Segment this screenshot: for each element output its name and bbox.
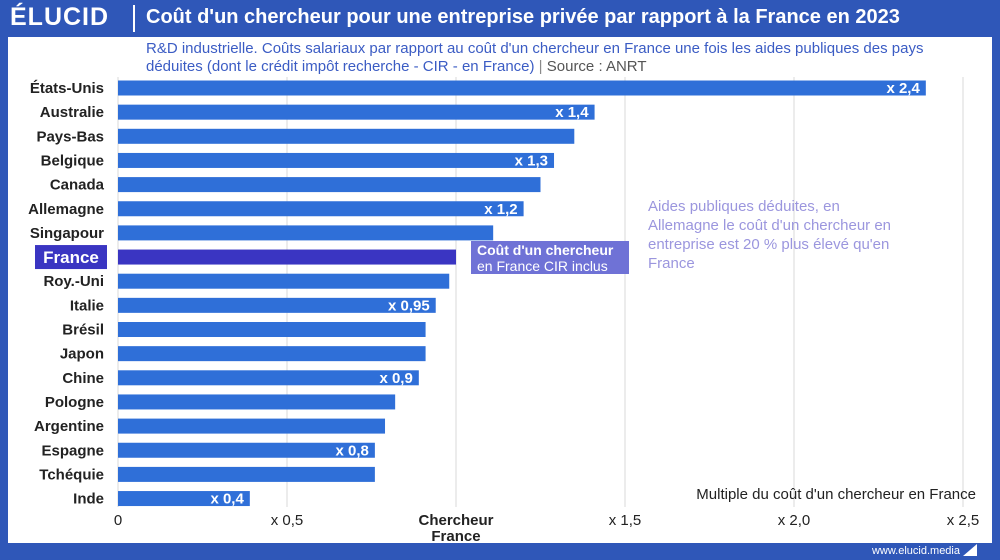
category-labels: États-Unis Australie Pays-Bas Belgique Canad…: [28, 80, 107, 508]
bar-8: [118, 273, 450, 289]
category-label-16: Tchéquie: [39, 466, 104, 483]
data-label-1: x 1,4: [555, 104, 589, 121]
category-label-5: Allemagne: [28, 201, 104, 218]
chart-panel: R&D industrielle. Coûts salariaux par ra…: [8, 37, 992, 543]
bar-2: [118, 128, 575, 144]
data-label-12: x 0,9: [379, 370, 412, 387]
bar-11: [118, 346, 426, 362]
highlight-label-box: [35, 245, 107, 270]
bar-15: [118, 442, 375, 458]
category-label-8: Roy.-Uni: [43, 273, 104, 290]
data-label-3: x 1,3: [515, 152, 548, 169]
category-label-9: Italie: [70, 297, 104, 314]
bar-14: [118, 418, 386, 434]
bar-7: [118, 249, 456, 265]
bar-chart: États-Unis Australie Pays-Bas Belgique Canad…: [28, 77, 979, 543]
category-label-2: Pays-Bas: [36, 128, 104, 145]
data-label-9: x 0,95: [388, 297, 430, 314]
header-bar: ÉLUCID Coût d'un chercheur pour une entr…: [0, 0, 1000, 37]
category-label-14: Argentine: [34, 418, 104, 435]
category-label-3: Belgique: [41, 152, 104, 169]
bar-0: [118, 80, 926, 96]
category-label-10: Brésil: [62, 322, 104, 339]
category-label-15: Espagne: [41, 442, 104, 459]
category-label-1: Australie: [40, 104, 104, 121]
data-label-5: x 1,2: [484, 201, 517, 218]
x-tick-label-4: x 2,0: [778, 512, 811, 529]
brand-logo: ÉLUCID: [10, 3, 110, 31]
x-tick-label-0: 0: [114, 512, 122, 529]
x-tick-label-2: Chercheur France: [418, 512, 493, 543]
france-callout: Coût d'un chercheur en France CIR inclus: [471, 241, 629, 274]
category-label-17: Inde: [73, 491, 104, 508]
data-label-15: x 0,8: [336, 442, 369, 459]
chart-subtitle: R&D industrielle. Coûts salariaux par ra…: [146, 40, 966, 76]
header-divider: [133, 5, 135, 32]
bar-5: [118, 201, 524, 217]
category-label-0: États-Unis: [30, 80, 104, 97]
subtitle-separator: |: [538, 58, 543, 75]
bar-16: [118, 466, 375, 482]
x-axis-title: Multiple du coût d'un chercheur en Franc…: [696, 486, 976, 503]
subtitle-text: R&D industrielle. Coûts salariaux par ra…: [146, 40, 924, 75]
category-label-11: Japon: [60, 346, 104, 363]
bar-4: [118, 177, 541, 193]
bar-6: [118, 225, 494, 241]
bar-12: [118, 370, 419, 386]
callout-line-1: Coût d'un chercheur: [477, 242, 614, 258]
bar-3: [118, 152, 555, 168]
category-label-7: France: [43, 248, 99, 267]
elucid-mark-icon: [963, 544, 977, 556]
x-axis-ticks: 0 x 0,5 Chercheur France x 1,5 x 2,0 x 2,5: [114, 512, 979, 543]
callout-line-2: en France CIR inclus: [477, 258, 608, 274]
category-label-12: Chine: [62, 370, 104, 387]
x-tick-label-5: x 2,5: [947, 512, 980, 529]
category-label-4: Canada: [50, 177, 105, 194]
source-label: Source : ANRT: [546, 58, 647, 75]
x-tick-label-1: x 0,5: [271, 512, 304, 529]
footer-url: www.elucid.media: [871, 545, 960, 557]
chart-title: Coût d'un chercheur pour une entreprise …: [146, 6, 900, 28]
bar-13: [118, 394, 396, 410]
bar-10: [118, 322, 426, 337]
bar-9: [118, 297, 436, 313]
germany-annotation: Aides publiques déduites, en Allemagne l…: [648, 198, 892, 272]
category-label-6: Singapour: [30, 225, 104, 242]
bars: [118, 80, 926, 507]
bar-1: [118, 104, 595, 120]
bar-17: [118, 491, 250, 507]
grid-lines: [117, 77, 964, 507]
x-tick-label-3: x 1,5: [609, 512, 642, 529]
data-label-17: x 0,4: [210, 491, 244, 508]
data-label-0: x 2,4: [886, 80, 920, 97]
category-label-13: Pologne: [45, 394, 104, 411]
data-labels: x 2,4 x 1,4 x 1,3 x 1,2 x 0,95 x 0,9 x 0,8 x 0,…: [210, 80, 920, 508]
